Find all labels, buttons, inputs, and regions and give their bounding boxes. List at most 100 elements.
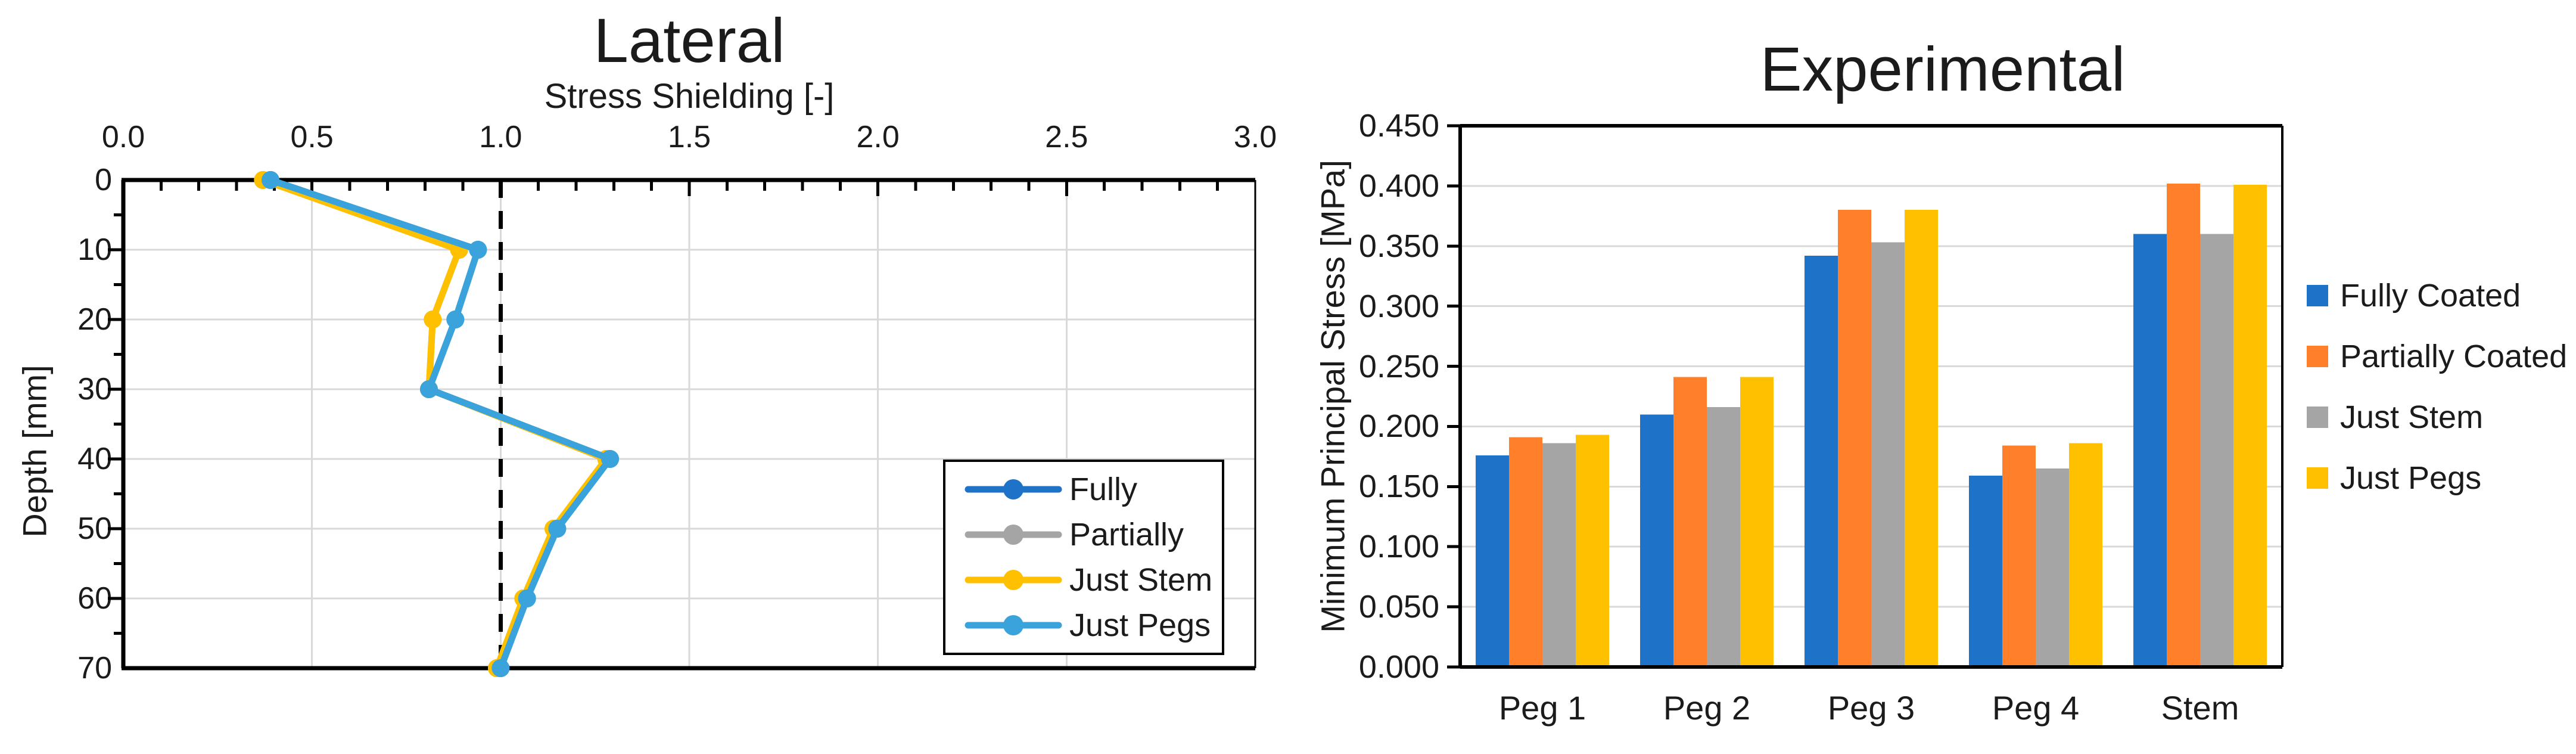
data-point-marker xyxy=(518,589,536,607)
lateral-y-tick-label: 30 xyxy=(77,372,112,407)
bar xyxy=(1707,407,1740,667)
experimental-y-tick-label: 0.200 xyxy=(1358,408,1439,445)
experimental-category-label: Peg 3 xyxy=(1827,689,1915,727)
bar xyxy=(1476,455,1509,667)
experimental-y-tick-label: 0.100 xyxy=(1358,529,1439,565)
lateral-y-tick-label: 0 xyxy=(95,163,112,197)
bar xyxy=(2133,234,2167,668)
legend-dot xyxy=(1003,525,1023,545)
experimental-legend: Fully Coated Partially Coated Just Stem Jus… xyxy=(2307,278,2568,496)
legend-line-marker-icon xyxy=(965,479,1062,499)
bar xyxy=(2036,468,2069,667)
lateral-y-tick-label: 70 xyxy=(77,651,112,685)
bar xyxy=(1509,437,1542,667)
experimental-y-tick-label: 0.050 xyxy=(1358,589,1439,625)
bar xyxy=(2002,445,2036,667)
legend-square-icon xyxy=(2307,285,2328,306)
series-line xyxy=(267,176,614,672)
legend-item-fully: Fully xyxy=(965,468,1222,510)
experimental-category-labels: Peg 1 Peg 2 Peg 3 Peg 4 Stem xyxy=(0,688,2576,730)
bar-series-just-pegs xyxy=(1576,184,2267,667)
legend-label: Just Pegs xyxy=(2340,460,2482,496)
legend-item-partially: Partially xyxy=(965,514,1222,556)
experimental-y-tick-labels: 0.000 0.050 0.100 0.150 0.200 0.250 0.300 0.350… xyxy=(1308,0,1439,754)
lateral-y-tick-label: 60 xyxy=(77,581,112,616)
bar xyxy=(1640,414,1673,667)
series-just-pegs xyxy=(262,171,619,677)
legend-label: Fully xyxy=(1069,471,1138,507)
bar xyxy=(1542,443,1576,667)
legend-square-icon xyxy=(2307,346,2328,367)
legend-label: Partially xyxy=(1069,517,1184,553)
data-point-marker xyxy=(469,241,487,259)
bar xyxy=(2069,443,2102,667)
lateral-x-axis-title: Stress Shielding [-] xyxy=(544,77,835,116)
lateral-x-tick-label: 2.5 xyxy=(1045,120,1088,154)
bar xyxy=(2200,234,2233,668)
legend-dot xyxy=(1003,479,1023,499)
series-line xyxy=(259,176,610,672)
lateral-x-tick-label: 2.0 xyxy=(856,120,900,154)
legend-line-marker-icon xyxy=(965,615,1062,635)
legend-dot xyxy=(1003,570,1023,590)
legend-item-fully-coated: Fully Coated xyxy=(2307,278,2567,314)
bar xyxy=(1740,377,1774,667)
experimental-y-tick-label: 0.350 xyxy=(1358,228,1439,264)
lateral-y-tick-label: 20 xyxy=(77,302,112,337)
bar xyxy=(1969,476,2002,667)
legend-dot xyxy=(1003,615,1023,635)
experimental-y-tick-label: 0.300 xyxy=(1358,288,1439,324)
experimental-category-label: Peg 4 xyxy=(1992,689,2080,727)
experimental-y-tick-label: 0.450 xyxy=(1358,108,1439,144)
data-point-marker xyxy=(446,311,465,328)
lateral-chart-title: Lateral xyxy=(593,6,785,76)
lateral-x-tick-label: 0.0 xyxy=(101,120,145,154)
legend-line-marker-icon xyxy=(965,570,1062,590)
lateral-y-tick-label: 40 xyxy=(77,442,112,476)
lateral-x-tick-labels: 0.0 0.5 1.0 1.5 2.0 2.5 3.0 xyxy=(0,119,1311,155)
experimental-chart-title: Experimental xyxy=(1760,35,2126,104)
legend-square-icon xyxy=(2307,467,2328,489)
legend-label: Just Stem xyxy=(2340,399,2484,435)
lateral-plot-area xyxy=(108,171,1256,677)
bar xyxy=(2233,184,2267,667)
experimental-category-label: Peg 1 xyxy=(1498,689,1586,727)
lateral-x-tick-label: 0.5 xyxy=(290,120,334,154)
legend-line-marker-icon xyxy=(965,525,1062,545)
bar xyxy=(1576,435,1609,667)
series-partially xyxy=(254,171,615,677)
lateral-y-tick-labels: 0 10 20 30 40 50 60 70 xyxy=(29,0,112,754)
experimental-y-tick-label: 0.150 xyxy=(1358,468,1439,505)
bar xyxy=(1673,377,1707,667)
bar xyxy=(1838,210,1871,667)
legend-item-just-pegs: Just Pegs xyxy=(2307,460,2567,496)
data-point-marker xyxy=(420,380,438,398)
bar xyxy=(1805,255,1838,667)
legend-square-icon xyxy=(2307,407,2328,428)
series-line xyxy=(267,176,614,672)
data-point-marker xyxy=(262,171,279,189)
bar xyxy=(2167,183,2200,667)
series-fully xyxy=(262,171,619,677)
experimental-category-label: Stem xyxy=(2161,689,2239,727)
legend-label: Just Stem xyxy=(1069,562,1213,598)
lateral-x-tick-label: 1.5 xyxy=(667,120,711,154)
legend-item-partially-coated: Partially Coated xyxy=(2307,339,2568,374)
data-point-marker xyxy=(548,520,567,538)
data-point-marker xyxy=(424,311,442,328)
data-point-marker xyxy=(601,450,619,468)
series-line xyxy=(259,176,610,672)
legend-item-just-stem: Just Stem xyxy=(965,559,1222,601)
legend-item-just-pegs: Just Pegs xyxy=(965,604,1222,646)
legend-label: Partially Coated xyxy=(2340,339,2568,374)
data-point-marker xyxy=(491,659,510,677)
lateral-x-tick-label: 1.0 xyxy=(479,120,522,154)
bar-series-just-stem xyxy=(1542,234,2233,668)
bar xyxy=(1905,210,1938,667)
lateral-y-tick-label: 50 xyxy=(77,511,112,546)
legend-label: Fully Coated xyxy=(2340,278,2521,314)
bar xyxy=(1871,242,1905,667)
experimental-category-label: Peg 2 xyxy=(1663,689,1751,727)
series-just-stem xyxy=(254,171,615,677)
